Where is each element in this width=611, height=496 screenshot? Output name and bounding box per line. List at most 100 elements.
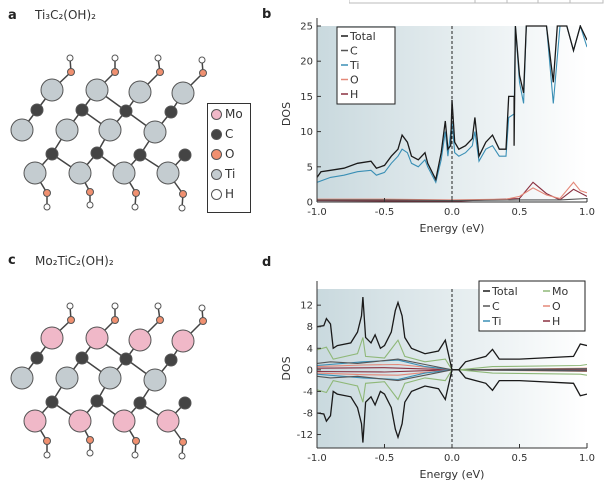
- carbon-atom: [178, 396, 192, 410]
- carbon-atom: [90, 146, 104, 160]
- panel-label-b: b: [262, 7, 272, 22]
- legend-label-total: Total: [349, 30, 376, 43]
- legend-label-ti: Ti: [491, 315, 501, 328]
- carbon-atom: [45, 395, 59, 409]
- atom-legend-item: C: [208, 124, 250, 144]
- oxygen-atom: [132, 189, 140, 197]
- hydrogen-atom: [86, 201, 94, 209]
- carbon-atom: [45, 147, 59, 161]
- oxygen-atom: [199, 69, 207, 77]
- atom-legend: Mo C O Ti H: [207, 103, 251, 213]
- atom-swatch-icon: [211, 148, 222, 160]
- oxygen-atom: [179, 190, 187, 198]
- y-tick-label: 15: [300, 92, 313, 103]
- hydrogen-atom: [131, 203, 139, 211]
- y-tick-label: -8: [303, 408, 313, 419]
- atom-swatch-icon: [211, 188, 222, 200]
- legend-label-h: H: [350, 88, 358, 101]
- carbon-atom: [133, 396, 147, 410]
- dos-chart-d: 12 8 4 0 -4 -8 -12 -1.0 -0.5 0.0 0.5 1.0 Energy (eV)…: [280, 280, 595, 481]
- ti-atom: [10, 118, 34, 142]
- x-tick-label: -1.0: [307, 453, 327, 464]
- hydrogen-atom: [178, 204, 186, 212]
- mo-atom: [40, 326, 64, 350]
- x-tick-label: 0.5: [512, 453, 528, 464]
- atom-legend-item: O: [208, 144, 250, 164]
- mo-atom: [171, 329, 195, 353]
- carbon-atom: [178, 148, 192, 162]
- oxygen-atom: [179, 438, 187, 446]
- series-line-o: [317, 181, 587, 201]
- x-tick-label: 0.0: [444, 207, 460, 218]
- oxygen-atom: [67, 68, 75, 76]
- series-group: [317, 25, 587, 202]
- atom-legend-item: Mo: [208, 104, 250, 124]
- series-line-total: [317, 25, 587, 182]
- ti-atom: [98, 118, 122, 142]
- y-tick-label: 12: [300, 301, 313, 312]
- y-tick-label: 0: [307, 198, 313, 209]
- carbon-atom: [30, 351, 44, 365]
- ti-atom: [143, 120, 167, 144]
- series-line-total-spin-down: [317, 369, 587, 443]
- oxygen-atom: [111, 68, 119, 76]
- carbon-atom: [119, 352, 133, 366]
- carbon-atom: [164, 105, 178, 119]
- carbon-atom: [119, 104, 133, 118]
- series-line-mo: [317, 337, 587, 371]
- y-tick-label: 5: [307, 162, 313, 173]
- x-tick-label: -0.5: [375, 453, 395, 464]
- atom-legend-label: O: [225, 147, 235, 161]
- legend: Total C Ti Mo OH: [478, 280, 586, 332]
- ti-atom: [10, 366, 34, 390]
- oxygen-atom: [199, 317, 207, 325]
- oxygen-atom: [86, 188, 94, 196]
- hydrogen-atom: [43, 451, 51, 459]
- series-line-total: [317, 297, 587, 371]
- legend-label-ti: Ti: [349, 59, 359, 72]
- atom-legend-label: Ti: [225, 167, 236, 181]
- hydrogen-atom: [198, 56, 206, 64]
- hydrogen-atom: [131, 451, 139, 459]
- atom-swatch-icon: [211, 168, 222, 180]
- mo-atom: [68, 409, 92, 433]
- legend-label-c: C: [492, 300, 500, 313]
- y-axis-label: DOS: [280, 102, 293, 126]
- hydrogen-atom: [154, 54, 162, 62]
- carbon-atom: [164, 353, 178, 367]
- panel-label-a: a: [8, 8, 17, 23]
- oxygen-atom: [86, 436, 94, 444]
- legend-label-h: H: [552, 315, 560, 328]
- legend-label-total: Total: [491, 285, 518, 298]
- legend-label-c: C: [350, 45, 358, 58]
- ti-atom: [55, 118, 79, 142]
- atom-legend-item: Ti: [208, 164, 250, 184]
- structure-ti3c2oh2: [10, 54, 207, 212]
- mo-atom: [23, 409, 47, 433]
- ti-atom: [98, 366, 122, 390]
- structure-mo2tic2oh2: [10, 302, 207, 460]
- x-tick-label: -1.0: [307, 207, 327, 218]
- hydrogen-atom: [198, 304, 206, 312]
- x-tick-label: -0.5: [375, 207, 395, 218]
- series-line-mo-spin-down: [317, 369, 587, 403]
- ti-atom: [156, 161, 180, 185]
- atom-legend-label: C: [225, 127, 234, 141]
- dos-chart-b: 0 5 10 15 20 25 -1.0 -0.5 0.0 0.5 1.0 Energy (eV) DO…: [280, 18, 595, 235]
- panel-title-a: Ti₃C₂(OH)₂: [35, 8, 96, 22]
- carbon-atom: [133, 148, 147, 162]
- y-tick-label: 20: [300, 57, 313, 68]
- ti-atom: [85, 78, 109, 102]
- atom-legend-label: Mo: [225, 107, 243, 121]
- legend-box: [478, 280, 586, 332]
- hydrogen-atom: [43, 203, 51, 211]
- x-tick-label: 1.0: [579, 453, 595, 464]
- ti-atom: [68, 161, 92, 185]
- oxygen-atom: [43, 189, 51, 197]
- y-tick-label: -12: [297, 430, 313, 441]
- oxygen-atom: [111, 316, 119, 324]
- hydrogen-atom: [178, 452, 186, 460]
- oxygen-atom: [156, 68, 164, 76]
- oxygen-atom: [132, 437, 140, 445]
